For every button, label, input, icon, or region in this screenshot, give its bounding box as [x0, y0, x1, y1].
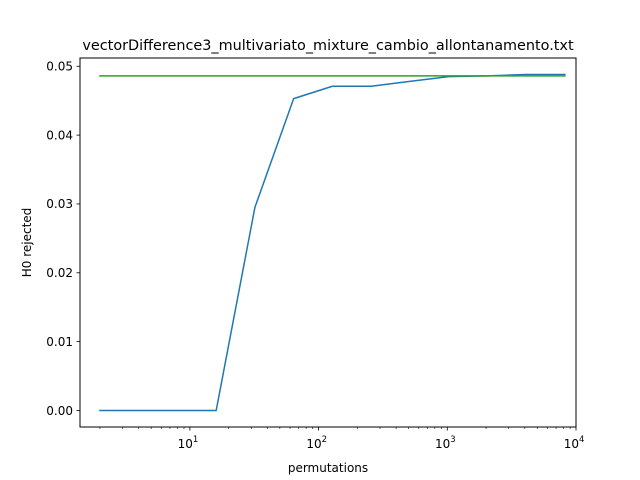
x-tick-label-exponent: 1 — [193, 435, 198, 445]
plot-frame — [79, 57, 577, 428]
x-tick-label-base: 10 — [178, 437, 193, 451]
y-axis-ticks: 0.00 0.01 0.02 0.03 0.04 0.05 — [46, 60, 80, 418]
chart-title: vectorDifference3_multivariato_mixture_c… — [82, 38, 574, 54]
x-tick-label-exponent: 3 — [450, 435, 455, 445]
series-layer — [99, 73, 566, 412]
y-tick-label: 0.02 — [46, 266, 73, 280]
y-tick-label: 0.05 — [46, 60, 73, 74]
x-tick-label-base: 10 — [564, 437, 579, 451]
x-tick-label-exponent: 2 — [322, 435, 327, 445]
x-tick-label: 10 2 — [306, 435, 327, 451]
x-tick-label: 10 1 — [178, 435, 199, 451]
x-tick-label: 10 4 — [564, 435, 585, 451]
x-tick-label-exponent: 4 — [579, 435, 584, 445]
x-tick-label-base: 10 — [306, 437, 321, 451]
y-tick-label: 0.00 — [46, 404, 73, 418]
x-tick-label-base: 10 — [435, 437, 450, 451]
y-tick-label: 0.01 — [46, 335, 73, 349]
y-axis-label: H0 rejected — [20, 208, 34, 278]
y-tick-label: 0.04 — [46, 128, 73, 142]
x-axis-label: permutations — [288, 461, 368, 475]
x-axis-ticks: 10 1 10 2 10 3 10 4 — [99, 427, 585, 451]
y-tick-label: 0.03 — [46, 197, 73, 211]
x-tick-label: 10 3 — [435, 435, 456, 451]
